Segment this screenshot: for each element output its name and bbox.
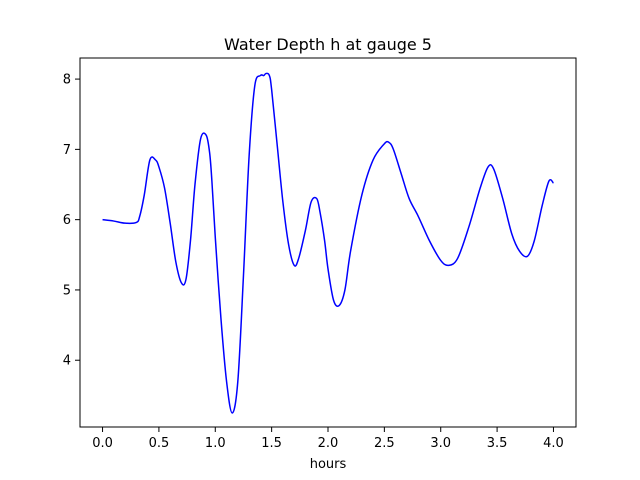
x-tick-label: 1.0 bbox=[205, 436, 226, 451]
x-tick-label: 2.5 bbox=[374, 436, 395, 451]
x-tick-label: 1.5 bbox=[261, 436, 282, 451]
x-tick-label: 0.5 bbox=[149, 436, 170, 451]
y-tick-label: 4 bbox=[63, 354, 71, 369]
series-line bbox=[102, 72, 554, 414]
y-tick-label: 5 bbox=[63, 283, 71, 298]
x-axis: 0.0 0.5 1.0 1.5 2.0 2.5 3.0 3.5 4.0 bbox=[92, 427, 564, 451]
x-tick-label: 2.0 bbox=[318, 436, 339, 451]
x-axis-label: hours bbox=[310, 457, 347, 472]
y-axis: 4 5 6 7 8 bbox=[63, 73, 80, 369]
y-tick-label: 8 bbox=[63, 73, 71, 88]
chart-title: Water Depth h at gauge 5 bbox=[224, 35, 432, 54]
plot-frame bbox=[79, 57, 577, 428]
x-tick-label: 3.0 bbox=[430, 436, 451, 451]
series-layer bbox=[102, 72, 554, 414]
x-tick-label: 0.0 bbox=[92, 436, 113, 451]
x-tick-label: 4.0 bbox=[543, 436, 564, 451]
x-tick-label: 3.5 bbox=[487, 436, 508, 451]
y-tick-label: 6 bbox=[63, 213, 71, 228]
y-tick-label: 7 bbox=[63, 143, 71, 158]
